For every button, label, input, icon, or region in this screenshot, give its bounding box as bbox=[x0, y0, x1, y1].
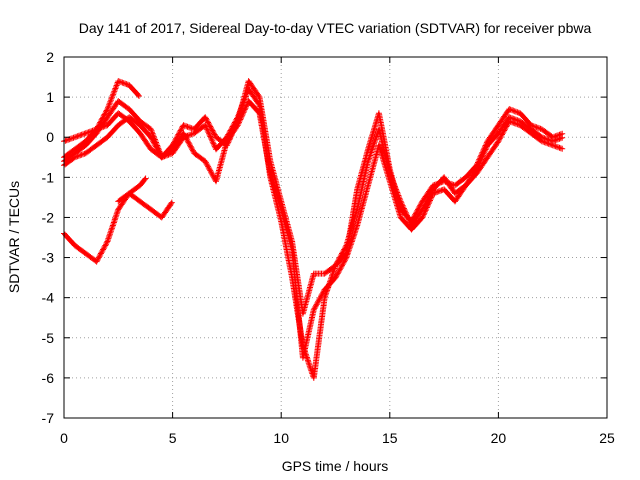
x-tick-label: 25 bbox=[599, 430, 615, 446]
x-tick-label: 15 bbox=[382, 430, 398, 446]
x-tick-label: 20 bbox=[491, 430, 507, 446]
series-5-markers bbox=[115, 175, 149, 205]
chart-title: Day 141 of 2017, Sidereal Day-to-day VTE… bbox=[79, 20, 592, 36]
x-tick-label: 5 bbox=[169, 430, 177, 446]
y-axis-label: SDTVAR / TECUs bbox=[6, 181, 22, 293]
data-points bbox=[61, 78, 566, 381]
series-3-markers bbox=[61, 86, 566, 381]
series-3 bbox=[61, 86, 566, 381]
y-tick-label: 2 bbox=[46, 49, 54, 65]
y-tick-label: -5 bbox=[42, 330, 55, 346]
series-5 bbox=[115, 175, 149, 205]
x-tick-label: 0 bbox=[60, 430, 68, 446]
y-tick-label: 1 bbox=[46, 89, 54, 105]
y-tick-label: -1 bbox=[42, 169, 55, 185]
y-tick-label: -2 bbox=[42, 209, 55, 225]
x-tick-label: 10 bbox=[273, 430, 289, 446]
y-tick-label: 0 bbox=[46, 129, 54, 145]
y-tick-label: -3 bbox=[42, 250, 55, 266]
y-tick-label: -7 bbox=[42, 410, 55, 426]
y-tick-label: -4 bbox=[42, 290, 55, 306]
axis-ticks: 0 5 10 15 20 25 -7 -6 -5 -4 -3 -2 -1 0 1 2 bbox=[42, 49, 615, 446]
y-tick-label: -6 bbox=[42, 370, 55, 386]
grid-lines bbox=[64, 57, 607, 418]
plot-frame bbox=[63, 56, 608, 419]
x-axis-label: GPS time / hours bbox=[282, 458, 389, 474]
